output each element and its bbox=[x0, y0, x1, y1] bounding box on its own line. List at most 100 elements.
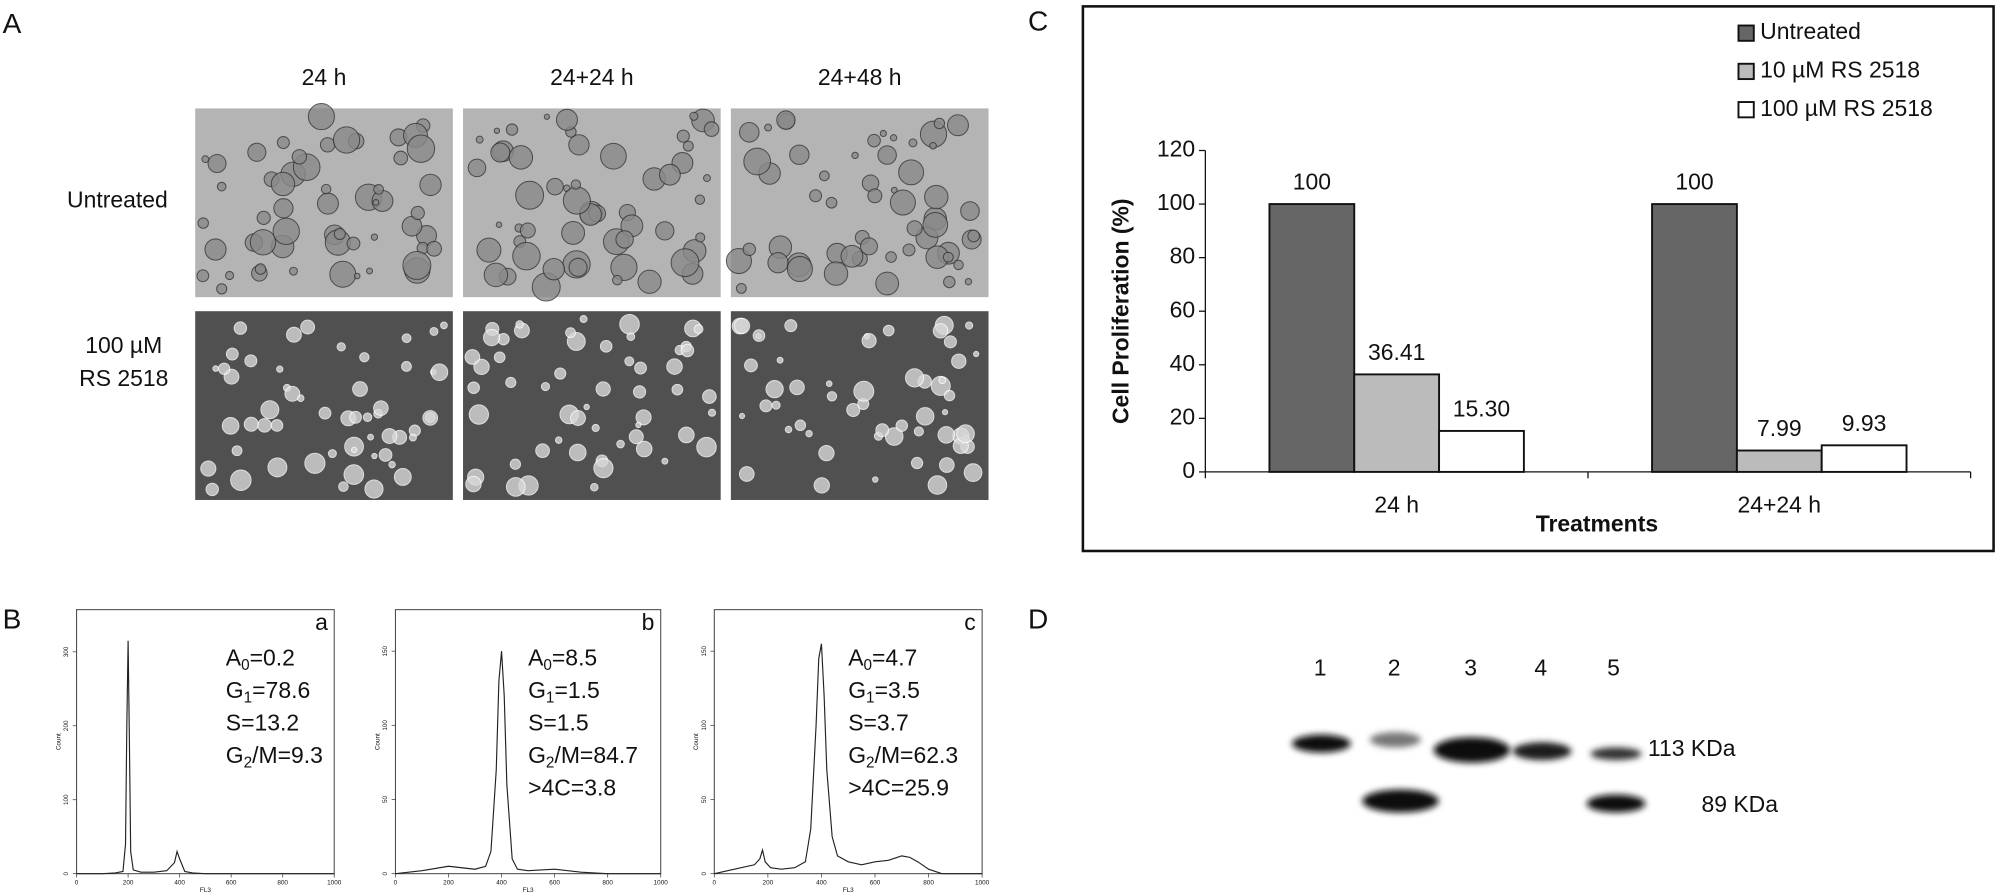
cell bbox=[378, 448, 393, 462]
cell bbox=[861, 333, 877, 349]
cell bbox=[393, 150, 409, 166]
cell bbox=[840, 244, 864, 268]
cell bbox=[505, 477, 526, 497]
cell bbox=[346, 236, 361, 251]
cell bbox=[320, 183, 332, 195]
y-tick-label: 100 bbox=[382, 720, 389, 731]
y-tick-label: 300 bbox=[63, 646, 70, 657]
annotation: G2/M=84.7 bbox=[528, 742, 638, 771]
x-tick-label: 1000 bbox=[975, 879, 990, 886]
cell bbox=[408, 433, 417, 442]
cell bbox=[270, 419, 284, 432]
cell bbox=[738, 466, 755, 482]
cell bbox=[286, 326, 302, 343]
cell bbox=[624, 356, 635, 367]
cell bbox=[599, 340, 613, 353]
y-tick-label: 200 bbox=[63, 720, 70, 731]
cell bbox=[284, 385, 301, 402]
annotation-part: =8.5 bbox=[552, 644, 597, 670]
cell bbox=[941, 409, 949, 416]
cell bbox=[789, 379, 805, 396]
cell bbox=[898, 159, 925, 186]
cell bbox=[366, 267, 374, 275]
cell bbox=[349, 410, 362, 424]
cell bbox=[805, 429, 813, 438]
y-tick-label: 100 bbox=[63, 794, 70, 805]
cell bbox=[851, 151, 859, 160]
cell bbox=[546, 177, 564, 196]
cell bbox=[196, 269, 210, 283]
cell bbox=[661, 457, 669, 465]
cell bbox=[197, 217, 209, 229]
chart-frame bbox=[1081, 5, 1995, 553]
annotation-part: G bbox=[848, 742, 866, 768]
row-label: RS 2518 bbox=[79, 365, 168, 391]
cell bbox=[764, 123, 773, 132]
cell bbox=[426, 240, 442, 257]
cell bbox=[826, 391, 838, 402]
annotation: >4C=25.9 bbox=[848, 775, 949, 801]
bar bbox=[1353, 373, 1441, 473]
bar bbox=[1651, 203, 1738, 473]
cell bbox=[915, 407, 935, 426]
cell bbox=[794, 419, 807, 432]
band bbox=[1292, 734, 1351, 753]
cell bbox=[388, 460, 396, 469]
cell bbox=[895, 419, 908, 432]
cell bbox=[570, 179, 582, 190]
cell bbox=[243, 416, 259, 432]
subpanel-label: c bbox=[964, 609, 975, 635]
cell bbox=[230, 469, 252, 491]
annotation: G1=1.5 bbox=[528, 677, 600, 706]
x-tick-label: 800 bbox=[277, 879, 288, 886]
x-tick-label: 800 bbox=[602, 879, 613, 886]
cell bbox=[464, 349, 481, 365]
cell bbox=[610, 253, 638, 281]
cell bbox=[875, 423, 890, 438]
subpanel-label: a bbox=[315, 609, 328, 635]
cell bbox=[304, 452, 326, 474]
cell bbox=[671, 383, 684, 396]
cell bbox=[430, 363, 449, 382]
y-tick-label: 60 bbox=[1170, 296, 1196, 322]
cell bbox=[535, 443, 550, 459]
annotation-part: G bbox=[226, 742, 244, 768]
cell bbox=[508, 145, 534, 170]
annotation: A0=8.5 bbox=[528, 644, 597, 673]
cell bbox=[875, 271, 900, 296]
cell bbox=[509, 458, 522, 470]
annotation: G2/M=9.3 bbox=[226, 742, 323, 771]
cell bbox=[562, 186, 591, 215]
cell bbox=[270, 171, 296, 197]
cell bbox=[225, 347, 239, 361]
y-tick-label: 20 bbox=[1170, 403, 1196, 429]
annotation-part: =4.7 bbox=[872, 644, 917, 670]
cell bbox=[902, 243, 916, 257]
cell bbox=[738, 412, 746, 420]
cell bbox=[670, 248, 700, 278]
annotation-part: 1 bbox=[546, 689, 555, 706]
cell bbox=[680, 343, 695, 358]
cell bbox=[475, 135, 484, 144]
annotation-part: =78.6 bbox=[252, 677, 310, 703]
cell bbox=[216, 283, 228, 295]
cell bbox=[637, 269, 662, 294]
annotation-part: 0 bbox=[241, 657, 250, 674]
annotation-part: G bbox=[226, 677, 244, 703]
annotation-part: A bbox=[226, 644, 242, 670]
cell bbox=[465, 475, 482, 493]
cell bbox=[329, 260, 357, 288]
annotation: S=13.2 bbox=[226, 710, 299, 736]
cell bbox=[929, 141, 937, 150]
cell bbox=[561, 220, 586, 245]
annotation-part: S=1.5 bbox=[528, 710, 589, 736]
plot-frame bbox=[713, 609, 983, 875]
x-tick-label: 200 bbox=[443, 879, 454, 886]
band bbox=[1362, 789, 1439, 813]
cell bbox=[942, 251, 954, 263]
cell bbox=[505, 123, 519, 136]
y-tick-label: 100 bbox=[701, 720, 708, 731]
cell bbox=[468, 404, 490, 425]
cell bbox=[273, 198, 294, 219]
